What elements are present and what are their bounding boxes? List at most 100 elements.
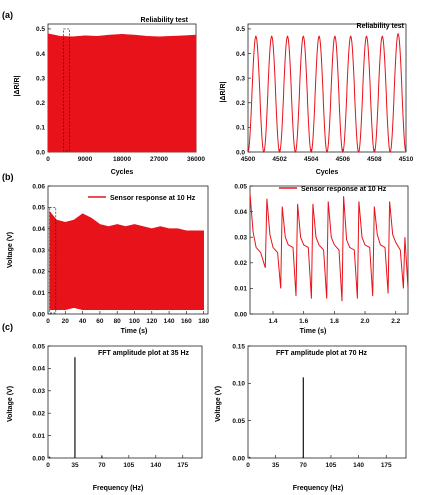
- chart-b-left-xtick-label: 40: [79, 318, 87, 325]
- chart-b-right-series-line: [249, 193, 409, 302]
- panel-label-b: (b): [2, 172, 14, 182]
- chart-a-left-xlabel: Cycles: [111, 169, 134, 176]
- chart-a-left-ytick-label: 0.4: [36, 51, 45, 58]
- chart-b-left-xtick-label: 80: [114, 318, 122, 325]
- chart-a-left-ytick-label: 0.3: [36, 75, 45, 82]
- chart-a-left-zoom-box: [63, 28, 70, 152]
- chart-a-right-xtick-label: 4510: [399, 156, 414, 163]
- chart-b-left-xtick-label: 160: [181, 318, 192, 325]
- chart-b-right-ytick-label: 0.03: [234, 235, 247, 242]
- chart-c-left-title: FFT amplitude plot at 35 Hz: [98, 350, 190, 357]
- chart-c-right-frame: [247, 345, 407, 459]
- chart-b-left-xtick-label: 20: [62, 318, 70, 325]
- chart-c-right-ytick-label: 0.00: [232, 455, 245, 462]
- chart-c-right-title: FFT amplitude plot at 70 Hz: [276, 350, 368, 357]
- chart-b-right: 1.4 1.6 1.8 2.0 2.20.000.010.020.030.040.05 …: [234, 183, 409, 335]
- chart-c-right: 0 35 70 105 140 175 0.00 0.05 0.10 0.15 FFT ampli…: [215, 343, 407, 492]
- chart-a-right-frame: [247, 23, 407, 153]
- chart-c-right-xtick-label: 175: [381, 462, 392, 469]
- chart-c-right-ylabel: Voltage (V): [215, 386, 222, 422]
- chart-b-left-ytick-label: 0.01: [32, 290, 45, 297]
- chart-a-left-xtick-label: 27000: [150, 156, 168, 163]
- chart-b-right-frame: [249, 185, 409, 315]
- chart-b-right-ytick-label: 0.00: [234, 311, 247, 318]
- chart-b-right-ytick-label: 0.01: [234, 286, 247, 293]
- chart-c-right-xtick-label: 35: [272, 462, 280, 469]
- chart-c-right-marks: 0 35 70 105 140 175 0.00 0.05 0.10 0.15: [232, 343, 407, 469]
- chart-b-left-legend: Sensor response at 10 Hz: [110, 195, 196, 202]
- chart-b-left-ytick-label: 0.00: [32, 311, 45, 318]
- chart-a-right-ytick-label: 0.5: [236, 26, 245, 33]
- chart-a-left-marks: 0 9000 18000 27000 36000 0.0 0.1 0.2 0.3 0.4 0.5: [36, 23, 205, 163]
- chart-c-right-xtick-label: 140: [353, 462, 364, 469]
- chart-a-right-ytick-label: 0.2: [236, 100, 245, 107]
- chart-c-left-xlabel: Frequency (Hz): [93, 485, 144, 492]
- chart-c-left-ytick-label: 0.04: [32, 366, 45, 373]
- chart-b-left-ylabel: Voltage (V): [7, 232, 14, 268]
- chart-b-right-xtick-label: 1.6: [299, 318, 308, 325]
- chart-a-left-xtick-label: 18000: [113, 156, 131, 163]
- panel-label-c: (c): [2, 322, 13, 332]
- chart-b-left-ytick-label: 0.05: [32, 205, 45, 212]
- chart-a-right-xlabel: Cycles: [316, 169, 339, 176]
- chart-a-right-xtick-label: 4504: [304, 156, 319, 163]
- chart-c-right-xtick-label: 70: [300, 462, 308, 469]
- panel-label-a: (a): [2, 10, 13, 20]
- chart-a-right-ylabel: |ΔR/R|: [220, 81, 227, 102]
- chart-b-right-xtick-label: 1.4: [268, 318, 277, 325]
- chart-c-left-marks: 0 35 70 105 140 175 0.00 0.01 0.02 0.03 0.04 0.05: [32, 343, 203, 469]
- chart-c-left-xtick-label: 70: [98, 462, 106, 469]
- chart-c-left: 0 35 70 105 140 175 0.00 0.01 0.02 0.03 0.04 0.05 F…: [7, 343, 203, 492]
- chart-a-left: 0 9000 18000 27000 36000 0.0 0.1 0.2 0.3 0.4 0.5 R…: [14, 17, 205, 176]
- chart-a-left-ytick-label: 0.1: [36, 125, 45, 132]
- chart-c-right-ytick-label: 0.15: [232, 343, 245, 350]
- chart-b-right-xtick-label: 1.8: [330, 318, 339, 325]
- chart-b-right-xtick-label: 2.0: [361, 318, 370, 325]
- chart-b-left-xlabel: Time (s): [121, 328, 148, 335]
- chart-c-left-ytick-label: 0.03: [32, 388, 45, 395]
- chart-b-right-xtick-label: 2.2: [391, 318, 400, 325]
- chart-c-right-xtick-label: 105: [326, 462, 337, 469]
- chart-b-left-xtick-label: 180: [198, 318, 209, 325]
- chart-b-left-xtick-label: 100: [129, 318, 140, 325]
- chart-c-left-xtick-label: 35: [71, 462, 79, 469]
- chart-b-left-xtick-label: 0: [46, 318, 50, 325]
- chart-a-right-ytick-label: 0.1: [236, 125, 245, 132]
- chart-b-left-marks: 0 20 40 60 80 100 120 140 160 180 0.00 0.01 0.02 0.03…: [32, 183, 209, 325]
- chart-a-right-xtick-label: 4500: [241, 156, 256, 163]
- chart-a-left-title: Reliability test: [141, 17, 189, 24]
- chart-b-left-ytick-label: 0.02: [32, 269, 45, 276]
- chart-b-left-xtick-label: 140: [164, 318, 175, 325]
- chart-a-right-xtick-label: 4502: [272, 156, 287, 163]
- chart-b-left-xtick-label: 60: [96, 318, 104, 325]
- chart-c-left-xtick-label: 105: [123, 462, 134, 469]
- chart-a-right-ytick-label: 0.0: [236, 149, 245, 156]
- chart-a-left-xtick-label: 9000: [78, 156, 93, 163]
- chart-a-left-series-area: [47, 33, 197, 153]
- chart-c-left-ylabel: Voltage (V): [7, 386, 14, 422]
- chart-b-left-ytick-label: 0.06: [32, 183, 45, 190]
- chart-a-right-ytick-label: 0.3: [236, 75, 245, 82]
- chart-b-right-ytick-label: 0.04: [234, 209, 247, 216]
- chart-b-left-series-area: [49, 210, 204, 310]
- chart-b-left-ytick-label: 0.03: [32, 247, 45, 254]
- chart-c-left-xtick-label: 140: [150, 462, 161, 469]
- chart-c-right-xlabel: Frequency (Hz): [293, 485, 344, 492]
- chart-a-right: 4500 4502 4504 4506 4508 4510 0.0 0.1 0.2 0.3 0.4 0…: [220, 23, 414, 176]
- chart-c-left-ytick-label: 0.00: [32, 455, 45, 462]
- chart-c-right-ytick-label: 0.05: [232, 418, 245, 425]
- chart-b-right-xlabel: Time (s): [300, 328, 327, 335]
- chart-b-right-marks: 1.4 1.6 1.8 2.0 2.2 0.00 0.01 0.02 0.03 0.04 0.05: [234, 183, 409, 325]
- chart-c-left-xtick-label: 0: [46, 462, 50, 469]
- chart-a-left-xtick-label: 36000: [187, 156, 205, 163]
- chart-a-right-xtick-label: 4506: [336, 156, 351, 163]
- chart-a-right-marks: 4500 4502 4504 4506 4508 4510 0.0 0.1 0.2 0.3 0.4 0…: [236, 23, 414, 163]
- chart-a-left-ytick-label: 0.2: [36, 100, 45, 107]
- chart-b-right-ytick-label: 0.02: [234, 260, 247, 267]
- chart-b-left: 0 20 40 60 80 100 120 140 160 180 0.00 0.01 0.02 0.03…: [7, 183, 209, 335]
- chart-c-right-ytick-label: 0.10: [232, 381, 245, 388]
- chart-c-left-ytick-label: 0.05: [32, 343, 45, 350]
- chart-c-left-ytick-label: 0.02: [32, 411, 45, 418]
- chart-a-right-ytick-label: 0.4: [236, 51, 245, 58]
